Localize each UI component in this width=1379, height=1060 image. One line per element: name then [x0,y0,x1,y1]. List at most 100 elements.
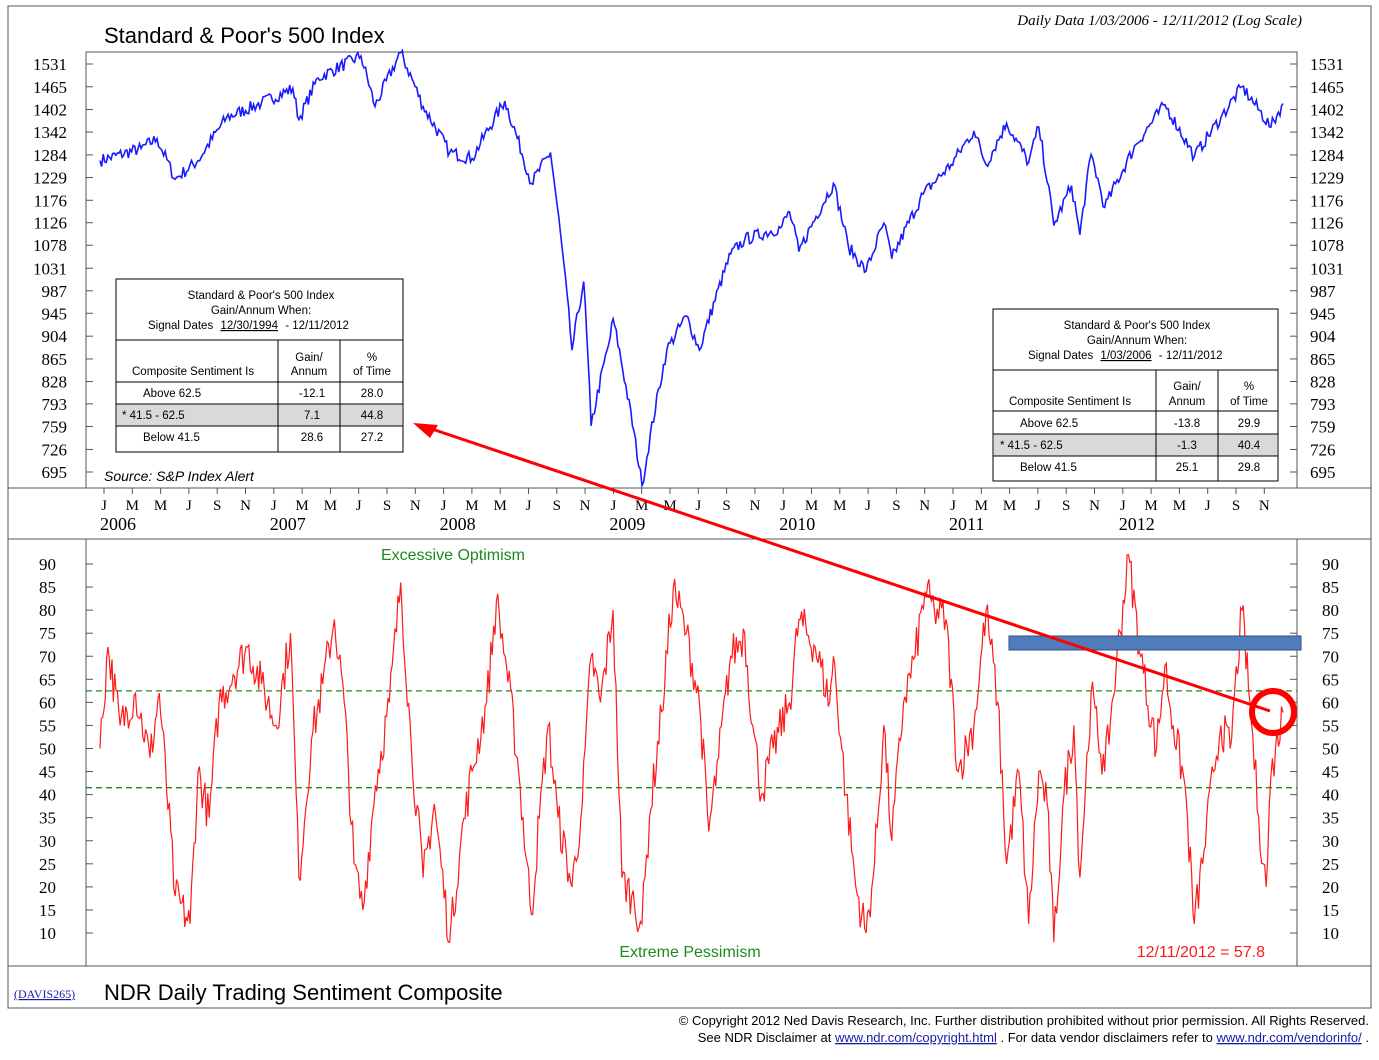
footer-link-copyright[interactable]: www.ndr.com/copyright.html [834,1030,997,1045]
spx-tick-label-left: 1342 [33,123,67,142]
sentiment-tick-label-right: 35 [1322,809,1339,828]
table-right: Standard & Poor's 500 Index Gain/Annum W… [992,308,1279,482]
spx-tick-label-left: 1465 [33,78,67,97]
footer-copyright: © Copyright 2012 Ned Davis Research, Inc… [679,1013,1369,1028]
spx-tick-label-left: 1402 [33,100,67,119]
sentiment-y-axis: 90 90 85 85 80 80 75 75 70 70 65 65 60 60 55 55 50 50 45 45… [39,555,1339,943]
table-right-col3b: of Time [1230,396,1268,408]
table-right-row2-gain: -1.3 [1177,440,1197,452]
footer-code[interactable]: (DAVIS265) [14,987,75,1001]
table-left-row1-time: 28.0 [361,388,383,400]
year-label: 2012 [1119,514,1155,534]
annotation-arrowhead [413,423,438,438]
spx-tick-label-left: 726 [42,440,68,459]
table-right-col3a: % [1244,381,1254,393]
month-tick-label: M [1173,498,1186,514]
table-right-signal-start: 1/03/2006 [1100,350,1151,362]
month-tick-label: N [919,498,930,514]
spx-tick-label-left: 828 [42,373,68,392]
table-right-col2b: Annum [1169,396,1205,408]
sentiment-tick-label-left: 80 [39,601,56,620]
spx-tick-label-right: 1031 [1310,259,1344,278]
table-left-col3b: of Time [353,366,391,378]
month-tick-label: M [975,498,988,514]
sentiment-tick-label-left: 60 [39,693,56,712]
outer-frame [7,5,1372,1009]
table-right-row2-time: 40.4 [1238,440,1261,452]
sentiment-tick-label-right: 20 [1322,878,1339,897]
table-right-row3-label: Below 41.5 [1020,462,1077,474]
table-right-col1: Composite Sentiment Is [1009,396,1131,408]
month-tick-label: S [892,498,900,514]
month-tick-label: J [186,498,192,514]
sentiment-tick-label-left: 90 [39,555,56,574]
sentiment-tick-label-right: 25 [1322,855,1339,874]
month-tick-label: M [494,498,507,514]
month-tick-label: J [271,498,277,514]
table-left-col2b: Annum [291,366,327,378]
spx-tick-label-left: 1229 [33,169,67,188]
month-tick-label: N [1259,498,1270,514]
month-tick-label: S [213,498,221,514]
sentiment-tick-label-left: 75 [39,624,56,643]
footer-disclaimer-mid: . For data vendor disclaimers refer to [1000,1030,1216,1045]
month-tick-label: J [526,498,532,514]
spx-tick-label-left: 1284 [33,146,68,165]
spx-y-axis: 1531 1531 1465 1465 1402 1402 1342 1342 1284 1284… [33,55,1345,482]
annotation-arrow [419,423,1271,713]
spx-tick-label-left: 695 [42,463,68,482]
year-label: 2006 [100,514,136,534]
spx-tick-label-right: 1465 [1310,78,1344,97]
sentiment-tick-label-left: 55 [39,716,56,735]
table-left-signal-end: - 12/11/2012 [285,320,349,332]
table-right-col2a: Gain/ [1173,381,1201,393]
month-tick-label: M [154,498,167,514]
sentiment-tick-label-right: 40 [1322,786,1339,805]
month-tick-label: J [865,498,871,514]
excessive-optimism-label: Excessive Optimism [381,547,525,564]
sentiment-tick-label-left: 15 [39,901,56,920]
spx-tick-label-right: 726 [1310,440,1336,459]
spx-tick-label-right: 904 [1310,327,1336,346]
table-right-signal-prefix: Signal Dates [1028,350,1093,362]
table-right-row3-gain: 25.1 [1176,462,1198,474]
svg-text:Signal Dates 12/30/1994: Signal Dates 12/30/1994 - 12/11/2012 [148,320,349,332]
table-left-title-1: Standard & Poor's 500 Index [188,290,335,302]
table-left-title-2: Gain/Annum When: [211,305,311,317]
spx-tick-label-right: 945 [1310,304,1336,323]
month-tick-label: J [1205,498,1211,514]
sentiment-tick-label-right: 75 [1322,624,1339,643]
spx-tick-label-right: 1531 [1310,55,1344,74]
spx-tick-label-left: 945 [42,304,68,323]
table-left: Standard & Poor's 500 Index Gain/Annum W… [115,278,404,453]
spx-tick-label-right: 1078 [1310,236,1344,255]
table-left-row1-gain: -12.1 [299,388,325,400]
month-tick-label: N [580,498,591,514]
year-label: 2010 [779,514,815,534]
spx-tick-label-right: 1176 [1310,191,1343,210]
sentiment-tick-label-left: 30 [39,832,56,851]
year-label: 2009 [609,514,645,534]
table-right-row1-time: 29.9 [1238,418,1260,430]
spx-tick-label-left: 759 [42,417,68,436]
sentiment-tick-label-left: 10 [39,924,56,943]
spx-tick-label-left: 1078 [33,236,67,255]
chart-title: Standard & Poor's 500 Index [104,23,385,48]
sentiment-tick-label-right: 50 [1322,740,1339,759]
month-tick-label: M [1003,498,1016,514]
sentiment-tick-label-left: 25 [39,855,56,874]
sentiment-tick-label-right: 60 [1322,693,1339,712]
sentiment-tick-label-right: 85 [1322,578,1339,597]
month-tick-label: M [833,498,846,514]
footer-link-vendorinfo[interactable]: www.ndr.com/vendorinfo/ [1216,1030,1363,1045]
table-right-row1-label: Above 62.5 [1020,418,1078,430]
sentiment-tick-label-left: 35 [39,809,56,828]
sentiment-tick-label-right: 70 [1322,647,1339,666]
spx-tick-label-right: 759 [1310,417,1336,436]
spx-tick-label-right: 1229 [1310,169,1344,188]
sentiment-tick-label-right: 45 [1322,763,1339,782]
spx-tick-label-left: 1126 [34,214,67,233]
month-tick-label: J [780,498,786,514]
sentiment-tick-label-right: 15 [1322,901,1339,920]
